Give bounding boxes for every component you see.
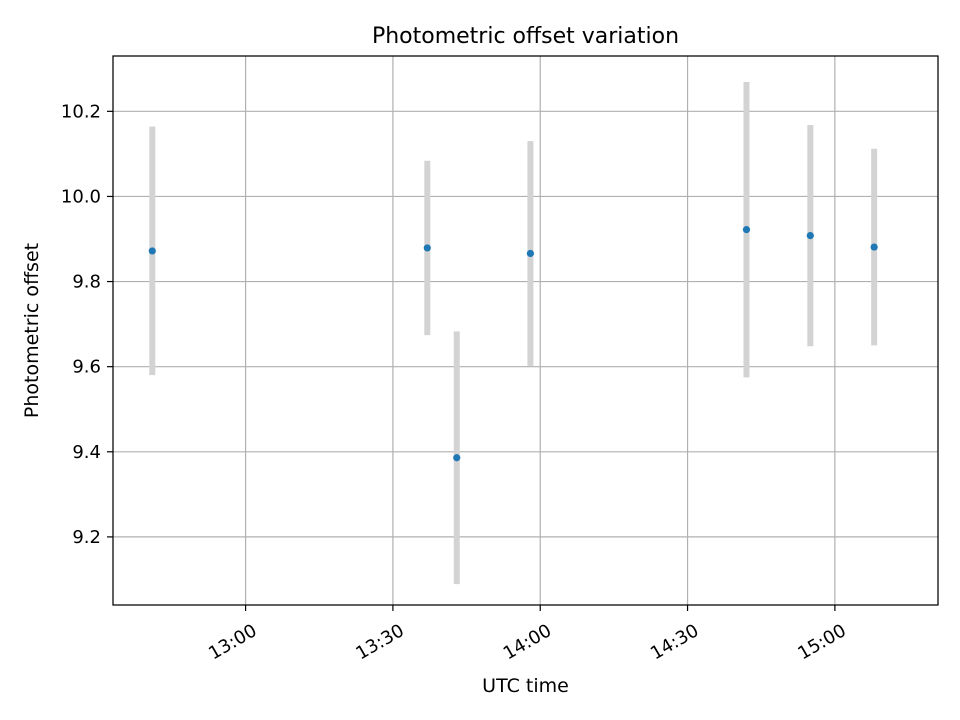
errorbars xyxy=(149,81,878,585)
data-point xyxy=(148,247,156,255)
y-tick-label: 9.8 xyxy=(72,272,101,293)
y-tick-label: 10.2 xyxy=(61,101,101,122)
x-tick-label: 14:30 xyxy=(647,620,702,664)
data-point xyxy=(526,249,535,258)
y-axis-label: Photometric offset xyxy=(21,243,43,418)
x-tick-label: 13:30 xyxy=(352,620,407,664)
data-point xyxy=(423,244,431,252)
data-point xyxy=(742,226,751,234)
grid xyxy=(113,56,938,605)
y-tick-label: 10.0 xyxy=(61,186,101,207)
chart-title: Photometric offset variation xyxy=(372,24,679,49)
data-point xyxy=(453,454,461,462)
plot-frame xyxy=(112,55,939,606)
data-point xyxy=(806,231,814,240)
y-tick-label: 9.4 xyxy=(72,442,101,463)
y-tick-label: 9.6 xyxy=(72,357,101,378)
x-tick-label: 13:00 xyxy=(205,620,260,664)
data-point xyxy=(870,243,878,251)
y-tick-label: 9.2 xyxy=(72,527,101,548)
data-points xyxy=(148,226,878,462)
x-tick-label: 15:00 xyxy=(794,620,849,664)
x-tick-label: 14:00 xyxy=(500,620,555,664)
x-axis-label: UTC time xyxy=(482,675,569,697)
